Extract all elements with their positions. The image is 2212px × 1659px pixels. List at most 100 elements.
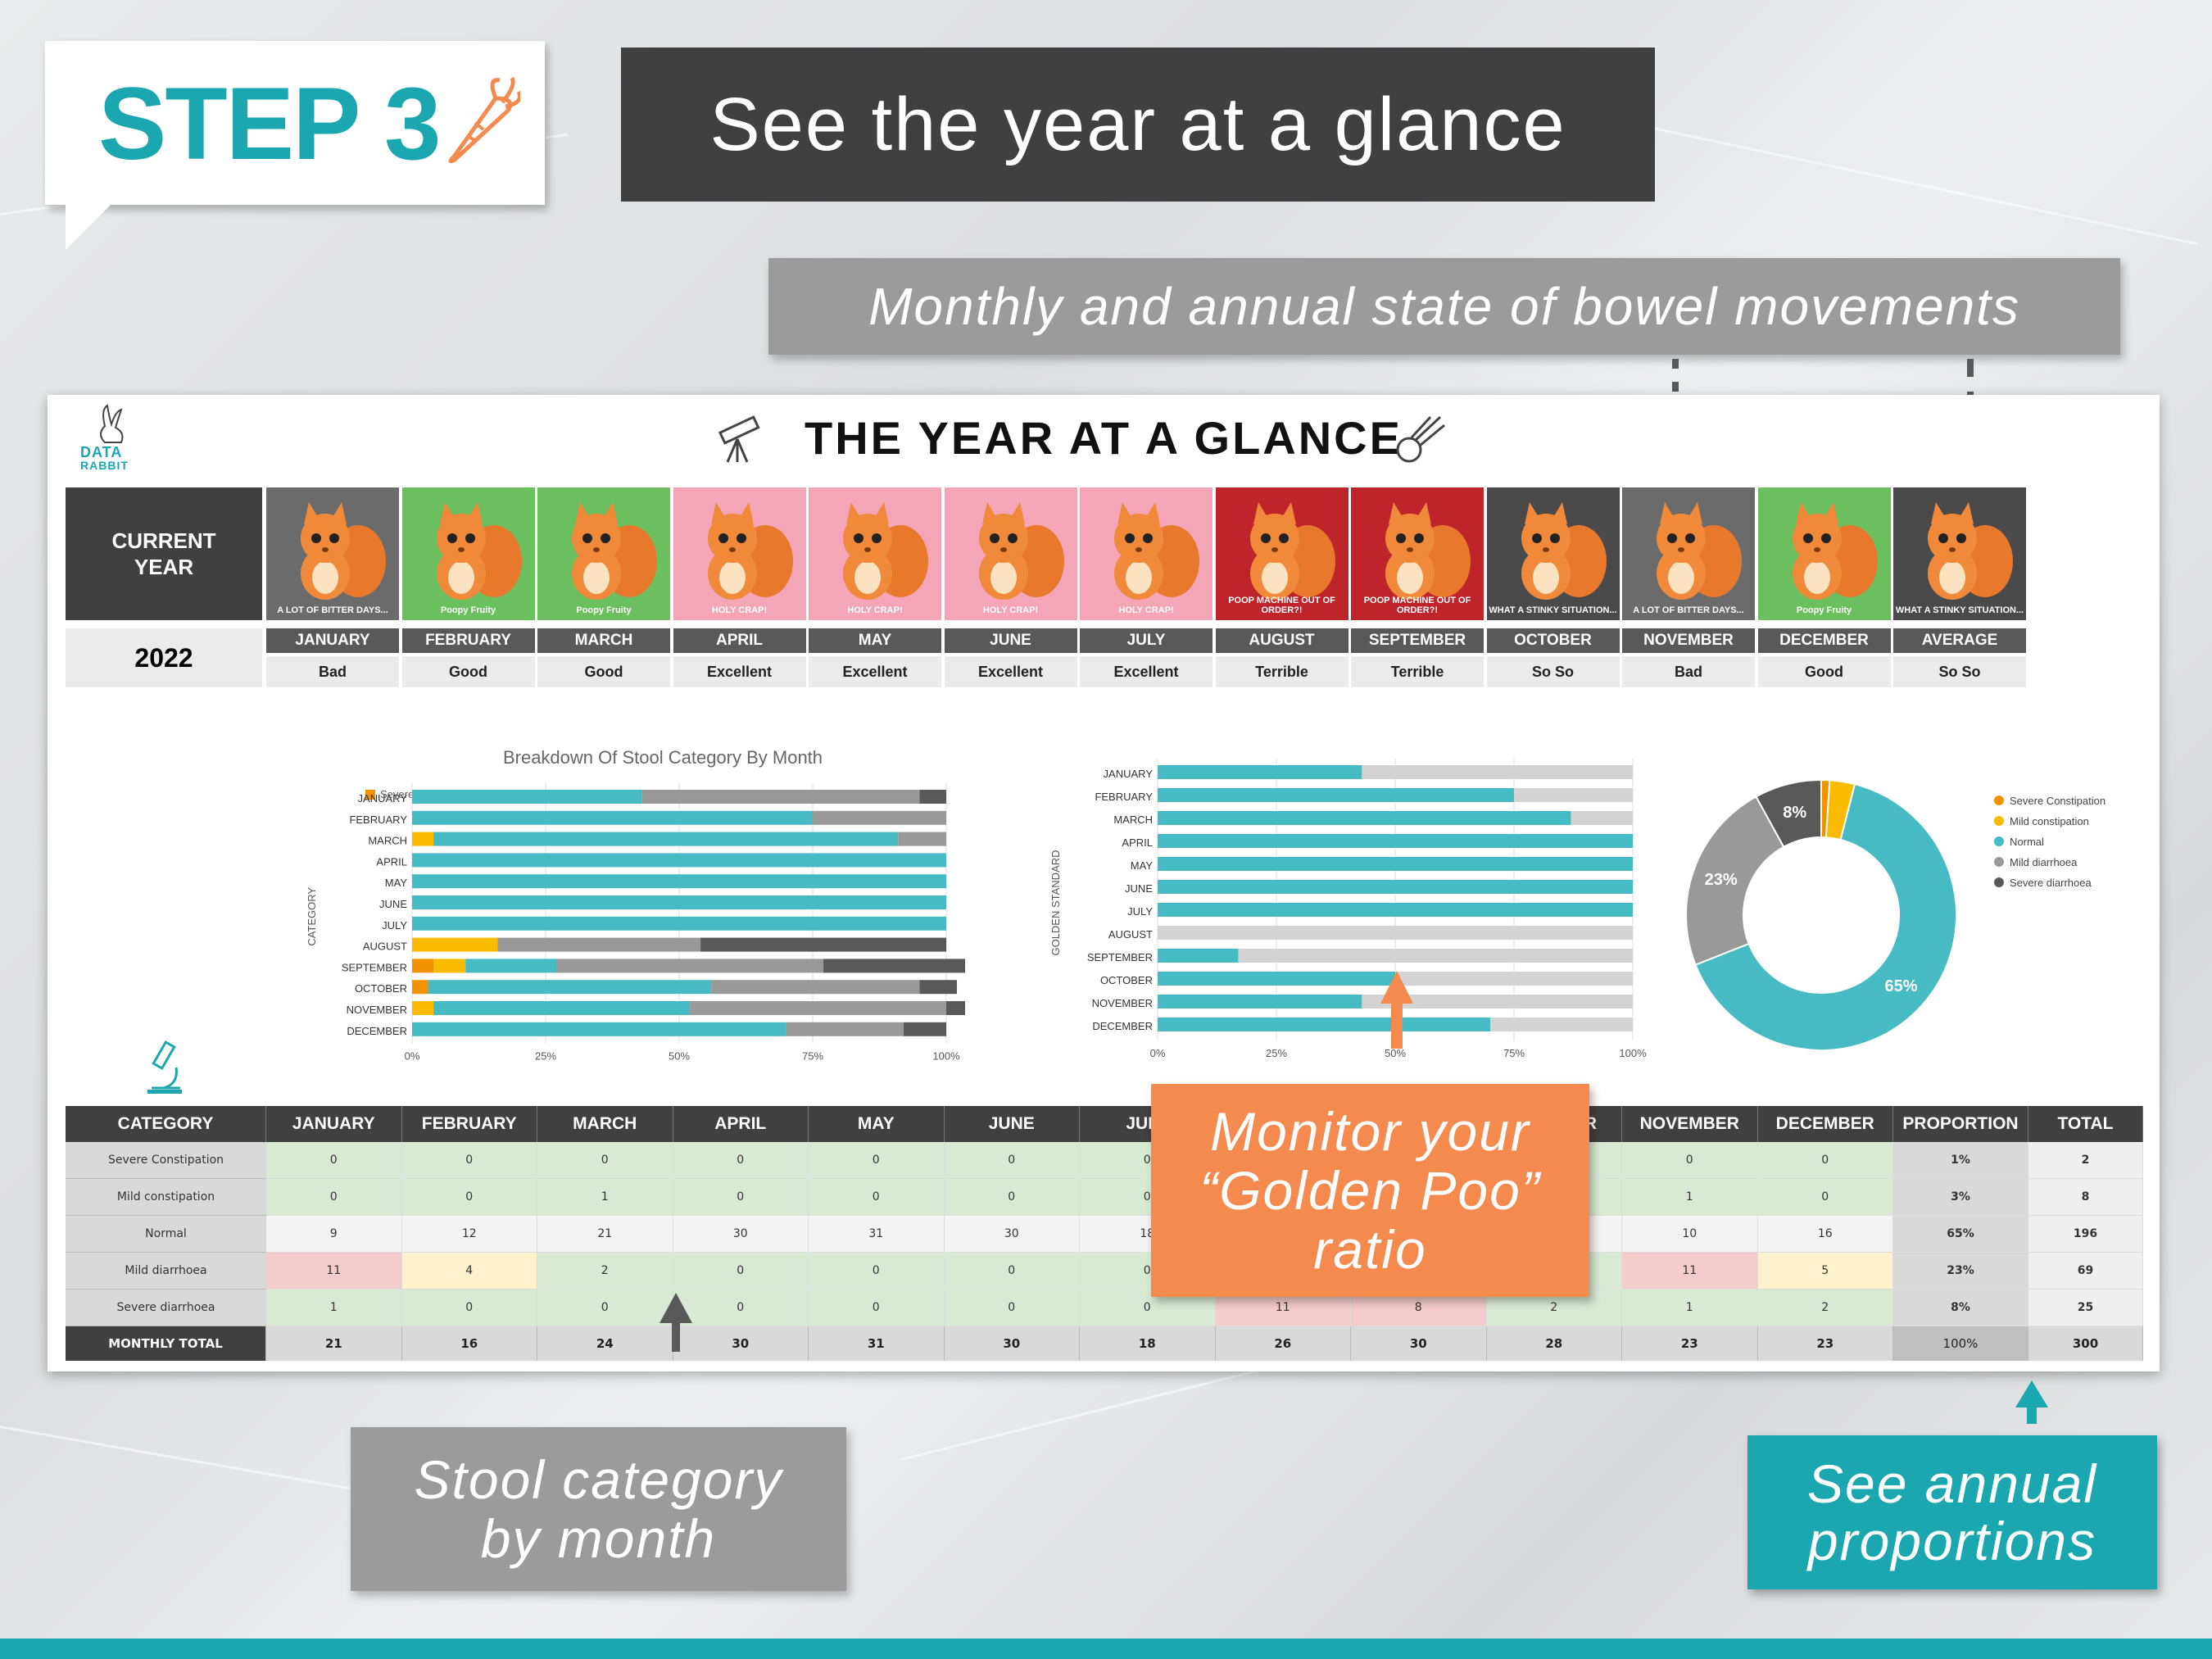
month-header: MARCH [537, 628, 670, 653]
y-tick-label: SEPTEMBER [1087, 951, 1153, 963]
bar-segment [1395, 972, 1633, 986]
callout-line: See annual [1807, 1453, 2097, 1514]
mood-caption: A LOT OF BITTER DAYS... [1633, 605, 1744, 615]
y-tick-label: NOVEMBER [347, 1004, 407, 1016]
rabbit-logo-icon [100, 404, 124, 443]
table-cell: 0 [401, 1179, 537, 1216]
month-rating: Good [401, 656, 535, 687]
table-cell: 16 [1757, 1216, 1893, 1253]
x-tick-label: 75% [802, 1050, 823, 1063]
y-tick-label: MAY [385, 877, 408, 889]
table-footer-proportion: 100% [1893, 1326, 2028, 1361]
bar-segment [919, 980, 958, 995]
table-cell: 0 [673, 1253, 809, 1290]
donut-slice [1686, 796, 1785, 967]
table-footer-cell: 26 [1215, 1326, 1351, 1361]
callout-stool-category: Stool category by month [351, 1427, 846, 1591]
table-cell: 2 [1757, 1290, 1893, 1326]
month-rating: Excellent [944, 656, 1077, 687]
y-tick-label: AUGUST [363, 941, 407, 953]
bar-segment [412, 853, 946, 868]
callout-golden-poo: Monitor your “Golden Poo” ratio [1151, 1084, 1589, 1297]
donut-label: 65% [1884, 977, 1917, 995]
bar-segment [903, 1022, 946, 1036]
callout-monthly: Monthly and annual state of bowel moveme… [768, 258, 2120, 355]
table-cell: 1 [537, 1179, 673, 1216]
table-cell: 0 [673, 1179, 809, 1216]
y-tick-label: NOVEMBER [1092, 997, 1153, 1009]
squirrel-icon [572, 502, 657, 600]
squirrel-icon [1792, 502, 1878, 600]
table-cell: 5 [1757, 1253, 1893, 1290]
table-cell: 0 [673, 1290, 809, 1326]
table-cell: 0 [1757, 1142, 1893, 1179]
mood-squirrel-image: POOP MACHINE OUT OF ORDER?! [1351, 487, 1484, 620]
bar-segment [1158, 834, 1633, 848]
legend-label: Mild diarrhoea [2010, 856, 2078, 868]
y-tick-label: JUNE [1125, 882, 1153, 895]
table-cell: 0 [944, 1290, 1080, 1326]
callout-line: ratio [1313, 1219, 1427, 1280]
bar-segment [1158, 811, 1571, 825]
callout-line: by month [480, 1508, 717, 1569]
table-header-proportion: PROPORTION [1893, 1106, 2028, 1142]
y-axis-label: CATEGORY [306, 887, 318, 946]
table-proportion-cell: 8% [1893, 1290, 2028, 1326]
table-footer-cell: 30 [673, 1326, 809, 1361]
bar-segment [412, 895, 946, 909]
golden-standard-chart: GOLDEN POOPNOT IDEAL POOP0%25%50%75%100%… [1049, 759, 1647, 1059]
table-cell: 21 [537, 1216, 673, 1253]
table-cell: 30 [944, 1216, 1080, 1253]
table-footer-cell: 18 [1080, 1326, 1216, 1361]
y-tick-label: AUGUST [1108, 928, 1153, 941]
table-proportion-cell: 23% [1893, 1253, 2028, 1290]
month-rating: So So [1486, 656, 1620, 687]
legend-swatch [1994, 857, 2004, 867]
mood-squirrel-image: WHAT A STINKY SITUATION... [1893, 487, 2026, 620]
x-tick-label: 50% [669, 1050, 690, 1063]
table-cell: 11 [1622, 1253, 1758, 1290]
table-cell: 0 [537, 1142, 673, 1179]
table-footer-label: MONTHLY TOTAL [66, 1326, 266, 1361]
bar-segment [1362, 765, 1633, 779]
callout-annual-proportions: See annual proportions [1747, 1435, 2157, 1589]
table-cell: 2 [537, 1253, 673, 1290]
callout-line: Stool category [414, 1449, 783, 1510]
mood-squirrel-image: WHAT A STINKY SITUATION... [1486, 487, 1620, 620]
month-header: APRIL [673, 628, 806, 653]
x-tick-label: 0% [405, 1050, 420, 1063]
legend-swatch [1994, 796, 2004, 805]
table-header-month: MAY [809, 1106, 945, 1142]
table-header-month: JUNE [944, 1106, 1080, 1142]
bar-segment [641, 790, 920, 804]
month-header: MAY [809, 628, 941, 653]
squirrel-icon [1385, 502, 1471, 600]
bar-segment [898, 832, 946, 846]
table-cell: 9 [266, 1216, 402, 1253]
bar-segment [412, 810, 813, 825]
y-tick-label: JULY [1127, 905, 1153, 918]
legend-swatch [365, 790, 375, 800]
bar-segment [786, 1022, 904, 1036]
table-header-month: MARCH [537, 1106, 673, 1142]
bar-segment [428, 980, 712, 995]
y-tick-label: FEBRUARY [1095, 791, 1153, 803]
table-footer-cell: 24 [537, 1326, 673, 1361]
current-year-label: CURRENT YEAR [66, 487, 262, 620]
x-tick-label: 100% [1619, 1047, 1647, 1059]
bar-segment [1238, 949, 1633, 963]
table-cell: 1 [266, 1290, 402, 1326]
month-header: AVERAGE [1893, 628, 2026, 653]
bar-segment [412, 874, 946, 889]
table-header-month: DECEMBER [1757, 1106, 1893, 1142]
month-header: SEPTEMBER [1351, 628, 1484, 653]
year-value: 2022 [66, 628, 262, 687]
callout-line: “Golden Poo” [1199, 1160, 1541, 1221]
table-total-cell: 8 [2028, 1179, 2143, 1216]
table-row-label: Mild diarrhoea [66, 1253, 266, 1290]
mood-caption: HOLY CRAP! [847, 605, 903, 615]
table-cell: 0 [1757, 1179, 1893, 1216]
squirrel-icon [978, 502, 1064, 600]
month-rating: Good [537, 656, 670, 687]
legend-swatch [1994, 877, 2004, 887]
